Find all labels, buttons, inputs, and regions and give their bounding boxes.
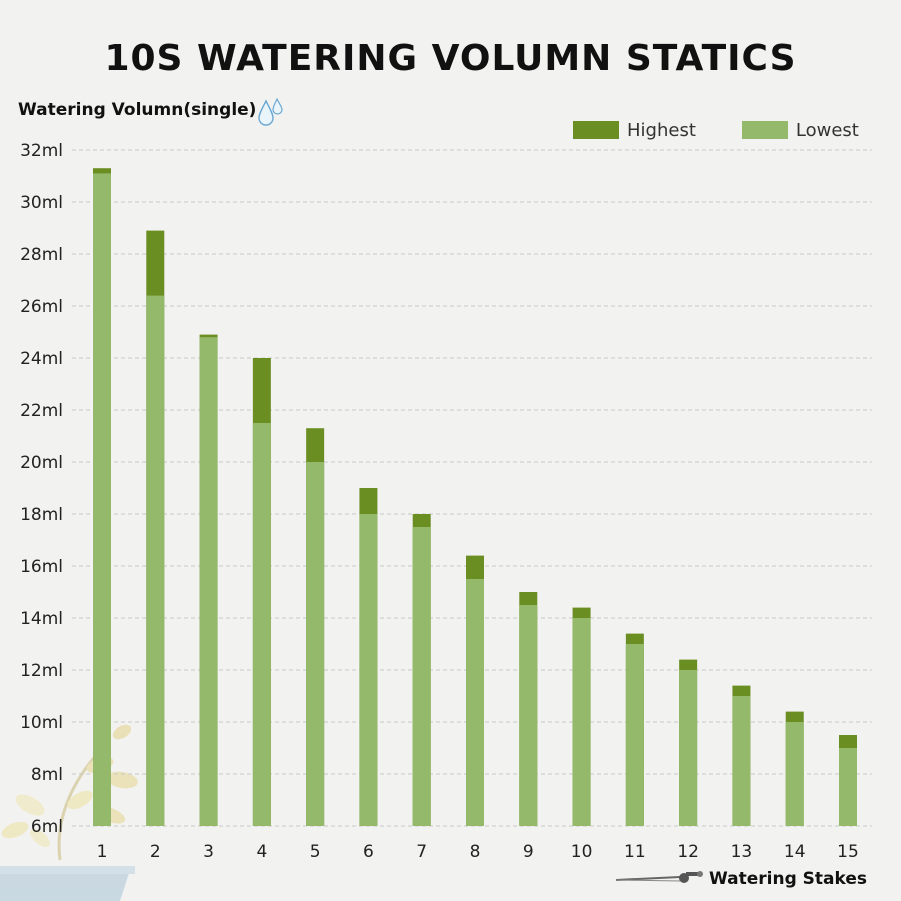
x-tick-label: 11 (624, 842, 646, 862)
bar-lowest (572, 618, 591, 826)
bar-lowest (412, 527, 431, 826)
bar-lowest (252, 423, 271, 826)
droplet-icon (258, 97, 283, 126)
bar-lowest (306, 462, 325, 826)
y-tick-label: 10ml (20, 713, 63, 733)
bar-lowest (146, 295, 165, 827)
legend: Highest Lowest (573, 118, 859, 142)
y-tick-label: 8ml (31, 765, 63, 785)
y-tick-label: 14ml (20, 609, 63, 629)
y-axis-label: Watering Volumn(single) (18, 100, 257, 120)
bar-lowest (519, 605, 538, 826)
y-tick-label: 26ml (20, 297, 63, 317)
bar-lowest (199, 337, 218, 826)
bar-lowest (679, 670, 698, 826)
x-tick-label: 8 (470, 842, 481, 862)
legend-label-lowest: Lowest (795, 119, 859, 141)
y-tick-labels: 6ml 8ml 10ml 12ml 14ml 16ml 18ml 20ml 22ml 24ml 26… (20, 141, 63, 837)
x-tick-label: 10 (571, 842, 593, 862)
bar-lowest (839, 748, 857, 826)
x-tick-label: 15 (837, 842, 859, 862)
y-tick-label: 6ml (31, 817, 63, 837)
y-tick-label: 32ml (20, 141, 63, 161)
y-tick-label: 12ml (20, 661, 63, 681)
y-tick-label: 22ml (20, 401, 63, 421)
legend-label-highest: Highest (627, 119, 696, 141)
y-tick-label: 18ml (20, 505, 63, 525)
x-tick-label: 4 (256, 842, 267, 862)
x-tick-label: 13 (731, 842, 753, 862)
legend-swatch-lowest (741, 121, 788, 139)
x-tick-label: 2 (150, 842, 161, 862)
bar-lowest (359, 514, 378, 826)
y-tick-label: 24ml (20, 349, 63, 369)
watering-stake-icon (615, 871, 703, 883)
y-tick-label: 16ml (20, 557, 63, 577)
bar-lowest (93, 173, 111, 826)
y-tick-label: 30ml (20, 193, 63, 213)
x-tick-labels: 1 2 3 4 5 6 7 8 9 10 11 12 13 14 15 (97, 842, 859, 862)
bar-lowest (785, 722, 804, 826)
x-tick-label: 12 (677, 842, 699, 862)
legend-item-highest: Highest (573, 120, 696, 141)
y-tick-label: 28ml (20, 245, 63, 265)
x-axis-label: Watering Stakes (709, 869, 868, 889)
x-tick-label: 6 (363, 842, 374, 862)
bar-lowest (625, 644, 644, 826)
chart-title: 10S WATERING VOLUMN STATICS (104, 38, 797, 79)
bar-lowest (732, 696, 751, 826)
x-tick-label: 14 (784, 842, 806, 862)
legend-item-lowest: Lowest (741, 119, 859, 141)
x-tick-label: 9 (523, 842, 534, 862)
y-tick-label: 20ml (20, 453, 63, 473)
bars (93, 168, 857, 827)
x-tick-label: 1 (97, 842, 108, 862)
x-tick-label: 7 (416, 842, 427, 862)
legend-swatch-highest (573, 121, 619, 139)
x-tick-label: 3 (203, 842, 214, 862)
x-tick-label: 5 (310, 842, 321, 862)
bar-lowest (466, 579, 484, 826)
